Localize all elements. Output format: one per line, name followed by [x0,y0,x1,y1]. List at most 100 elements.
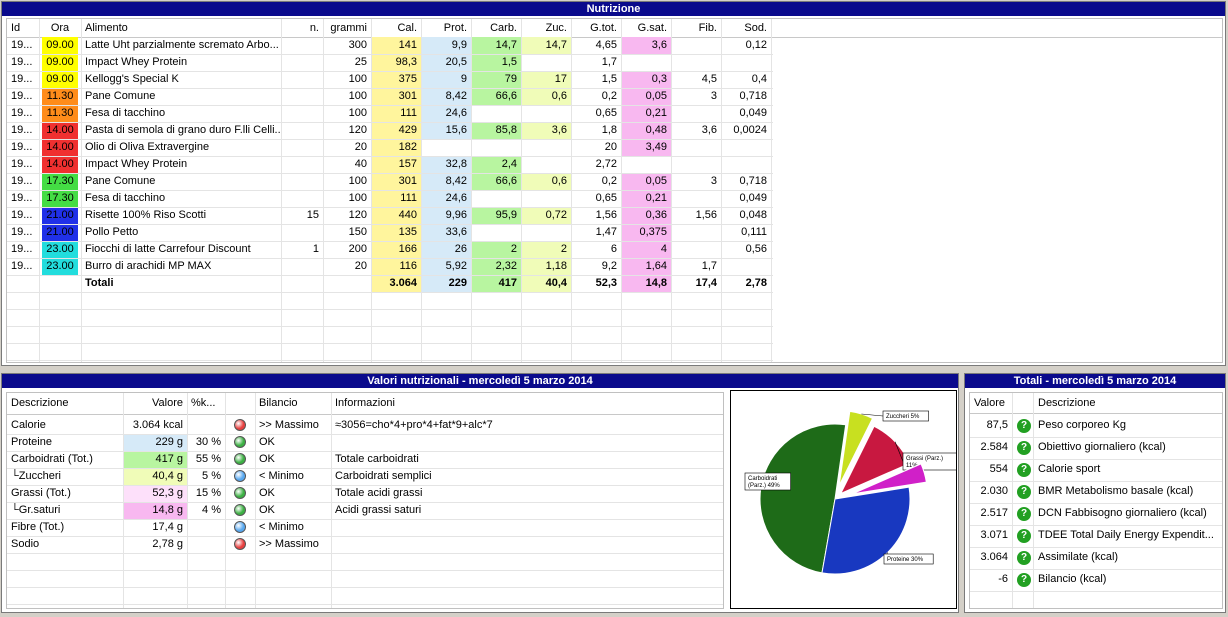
cell-sod: 0,111 [741,226,767,238]
valori-table[interactable]: Descrizione Valore %k... Bilancio Informazio… [6,392,724,609]
col-header-fib[interactable]: Fib. [698,22,717,34]
cell-alimento[interactable]: Risette 100% Riso Scotti [85,209,207,221]
cell-carb: 79 [504,73,517,85]
cell-ora: 11.30 [42,88,78,105]
cell-alimento[interactable]: Fesa di tacchino [85,107,166,119]
valori-bilancio: < Minimo [259,470,304,482]
totali-header-descr[interactable]: Descrizione [1038,397,1096,409]
totali-value: 554 [989,463,1008,475]
grid-line-h [7,275,773,276]
col-header-carb[interactable]: Carb. [490,22,517,34]
cell-n: 15 [306,209,319,221]
pie-label: Grassi (Parz.)11% [894,441,960,471]
col-header-cal[interactable]: Cal. [397,22,417,34]
col-header-n[interactable]: n. [309,22,319,34]
help-icon[interactable]: ? [1017,485,1031,499]
valori-value: 417 g [123,451,187,468]
grid-line-h [7,122,773,123]
cell-grammi: 120 [348,124,367,136]
grid-line-v [225,393,226,608]
cell-gtot: 0,65 [595,107,617,119]
col-header-grammi[interactable]: grammi [330,22,367,34]
cell-gsat: 0,36 [645,209,667,221]
cell-alimento[interactable]: Fesa di tacchino [85,192,166,204]
cell-id: 19... [11,260,33,272]
cell-ora: 23.00 [42,258,78,275]
cell-sod: 0,0024 [733,124,767,136]
valori-descr: Proteine [11,436,52,448]
grid-line-h [7,139,773,140]
cell-alimento[interactable]: Pasta di semola di grano duro F.lli Cell… [85,124,281,136]
cell-cal: 111 [400,107,417,119]
cell-id: 19... [11,192,33,204]
cell-alimento[interactable]: Burro di arachidi MP MAX [85,260,212,272]
help-icon[interactable]: ? [1017,551,1031,565]
totali-value: 3.071 [980,529,1008,541]
col-header-ora[interactable]: Ora [50,22,70,34]
col-header-gsat[interactable]: G.sat. [637,22,667,34]
nutrition-table[interactable]: Id Ora Alimento n. grammi Cal. Prot. Carb. Zuc. G… [6,18,1223,363]
cell-alimento[interactable]: Latte Uht parzialmente scremato Arbo... [85,39,279,51]
valori-bilancio: >> Massimo [259,538,319,550]
cell-alimento[interactable]: Impact Whey Protein [85,56,188,68]
cell-sod [721,156,771,173]
cell-alimento[interactable]: Kellogg's Special K [85,73,179,85]
cell-alimento[interactable]: Pollo Petto [85,226,139,238]
valori-header-pk[interactable]: %k... [191,397,216,409]
cell-alimento[interactable]: Pane Comune [85,90,156,102]
col-header-alimento[interactable]: Alimento [85,22,128,34]
grid-line-h [970,481,1222,482]
totali-panel: Totali - mercoledì 5 marzo 2014 Valore De… [964,373,1226,613]
valori-value: 14,8 g [123,502,187,519]
cell-zuc: 0,6 [551,175,567,187]
valori-header-valore[interactable]: Valore [152,397,183,409]
totali-value: 2.517 [980,507,1008,519]
valori-header-bil[interactable]: Bilancio [259,397,298,409]
help-icon[interactable]: ? [1017,441,1031,455]
total-gsat: 14,8 [645,277,667,289]
totali-descr: Obiettivo giornaliero (kcal) [1038,441,1166,453]
cell-grammi: 100 [348,107,367,119]
totali-value: 2.030 [980,485,1008,497]
cell-alimento[interactable]: Olio di Oliva Extravergine [85,141,210,153]
valori-descr: Grassi (Tot.) [11,487,71,499]
cell-grammi: 150 [348,226,367,238]
grid-line-v [187,393,188,608]
totali-table[interactable]: Valore Descrizione 87,5? Peso corporeo Kg 2.… [969,392,1223,609]
cell-alimento[interactable]: Impact Whey Protein [85,158,188,170]
cell-alimento[interactable]: Fiocchi di latte Carrefour Discount [85,243,251,255]
cell-fib: 1,56 [695,209,717,221]
col-header-sod[interactable]: Sod. [744,22,767,34]
grid-line-h [7,173,773,174]
valori-pct: 30 % [195,436,221,448]
valori-header-descr[interactable]: Descrizione [11,397,69,409]
cell-cal: 166 [398,243,417,255]
help-icon[interactable]: ? [1017,507,1031,521]
help-icon[interactable]: ? [1017,573,1031,587]
valori-info: Totale acidi grassi [335,487,423,499]
valori-pct [187,536,225,553]
valori-value: 3.064 kcal [132,419,183,431]
help-icon[interactable]: ? [1017,419,1031,433]
valori-info: Carboidrati semplici [335,470,432,482]
cell-id: 19... [11,209,33,221]
cell-zuc: 3,6 [551,124,567,136]
totali-value: 87,5 [986,419,1008,431]
valori-header-info[interactable]: Informazioni [335,397,395,409]
col-header-id[interactable]: Id [11,22,21,34]
col-header-prot[interactable]: Prot. [443,22,467,34]
help-icon[interactable]: ? [1017,529,1031,543]
cell-zuc: 0,72 [545,209,567,221]
valori-value: 52,3 g [123,485,187,502]
cell-cal: 429 [398,124,417,136]
cell-gtot: 20 [604,141,617,153]
grid-line-v [1033,393,1034,608]
col-header-zuc[interactable]: Zuc. [545,22,567,34]
help-icon[interactable]: ? [1017,463,1031,477]
cell-cal: 157 [398,158,417,170]
cell-prot: 9 [460,73,467,85]
grid-line-v [255,393,256,608]
totali-header-valore[interactable]: Valore [974,397,1005,409]
col-header-gtot[interactable]: G.tot. [590,22,617,34]
cell-alimento[interactable]: Pane Comune [85,175,156,187]
